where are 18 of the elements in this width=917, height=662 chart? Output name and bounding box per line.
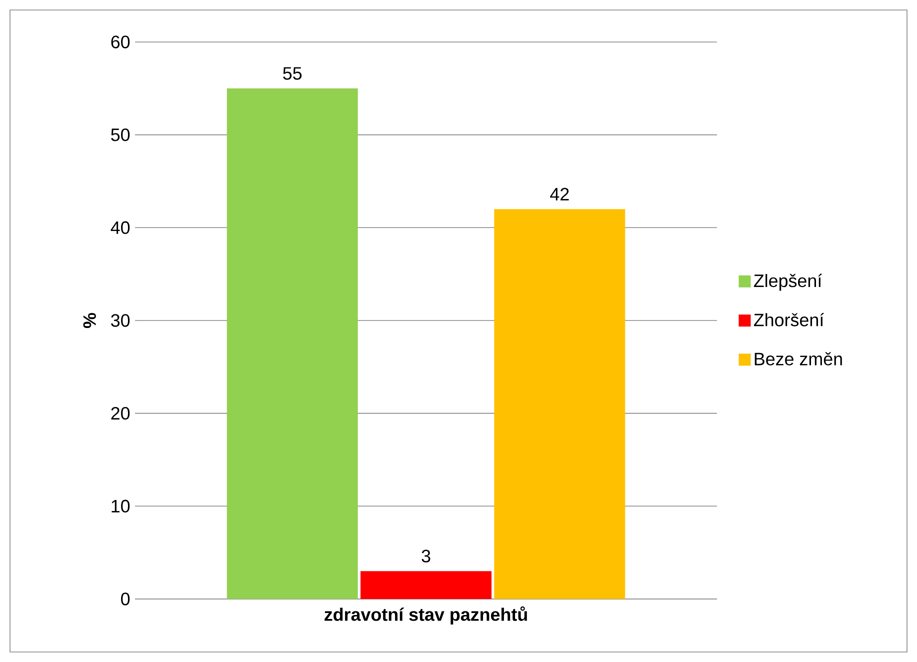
y-tick-label: 60	[111, 36, 130, 48]
bar	[360, 571, 492, 599]
y-tick-label: 10	[112, 500, 130, 512]
y-tick-label: 30	[111, 314, 130, 327]
data-label: 3	[422, 550, 430, 562]
legend-label: Zlepšení	[754, 274, 822, 291]
y-tick-label: 50	[111, 128, 130, 142]
legend-label: Beze změn	[754, 352, 842, 366]
y-tick-label: 40	[110, 221, 130, 234]
data-label: 55	[283, 67, 302, 80]
y-axis-title: %	[83, 312, 96, 328]
y-tick-label: 20	[111, 406, 130, 420]
bar	[226, 88, 358, 599]
data-label: 42	[550, 188, 569, 200]
bar	[494, 209, 626, 599]
x-tick-label: zdravotní stav paznehtů	[324, 606, 527, 624]
legend-label: Zhoršení	[754, 312, 824, 326]
y-tick-label: 0	[121, 592, 130, 606]
